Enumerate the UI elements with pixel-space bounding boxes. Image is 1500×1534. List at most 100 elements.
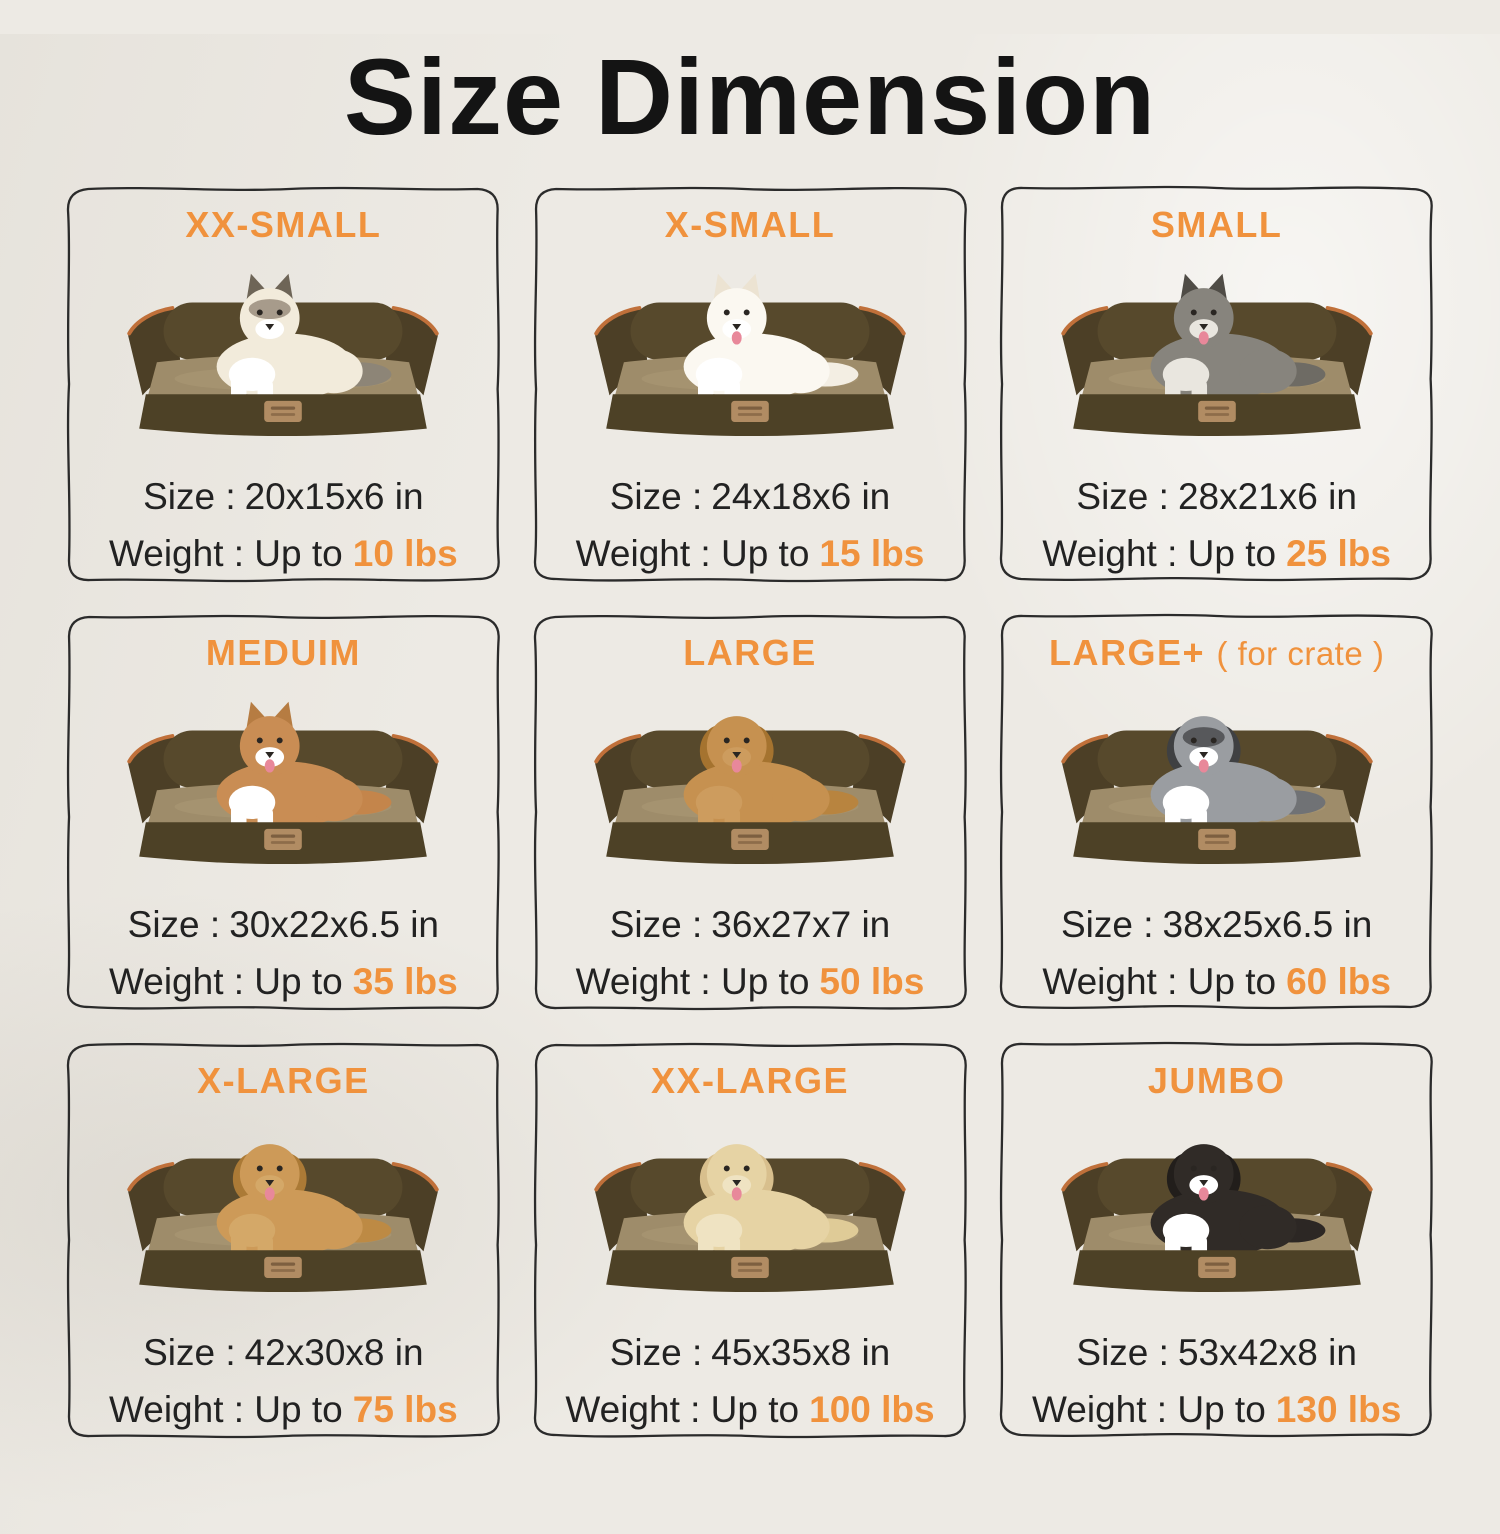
size-title: JUMBO [991,1060,1442,1102]
size-card-medium: MEDUIM Size :30x22x6.5 in Weight : Up to… [58,607,509,1017]
size-spec-value: 24x18x6 in [711,476,891,517]
size-name: X-LARGE [197,1060,370,1101]
size-spec: Size :28x21x6 in [991,476,1442,518]
weight-spec-value: 10 lbs [352,533,458,574]
size-spec: Size :42x30x8 in [58,1332,509,1374]
weight-spec: Weight : Up to 75 lbs [58,1389,509,1431]
size-spec-value: 45x35x8 in [711,1332,891,1373]
size-name: MEDUIM [205,632,361,673]
miniature-schnauzer-illustration [1059,260,1374,437]
size-spec-label: Size : [1076,476,1169,517]
size-name: LARGE [683,632,817,673]
ragdoll-cat-illustration [126,260,441,437]
size-spec: Size :30x22x6.5 in [58,904,509,946]
weight-spec-label: Weight : Up to [108,533,343,574]
bed-photo [58,680,509,896]
size-name: JUMBO [1147,1060,1286,1101]
size-title: SMALL [991,204,1442,246]
size-spec-label: Size : [127,904,221,945]
size-card-small: SMALL Size :28x21x6 in Weight : Up to 25 … [991,179,1442,589]
size-spec-label: Size : [1076,1332,1169,1373]
weight-spec-value: 50 lbs [819,961,925,1002]
size-title: XX-SMALL [58,204,509,246]
size-title: XX-LARGE [525,1060,976,1102]
size-name: X-SMALL [664,204,836,245]
size-spec: Size :38x25x6.5 in [991,904,1442,946]
size-title: MEDUIM [58,632,509,674]
size-spec-value: 42x30x8 in [244,1332,424,1373]
yellow-labrador-illustration [593,1116,907,1293]
size-spec: Size :20x15x6 in [58,476,509,518]
weight-spec-value: 75 lbs [352,1389,458,1430]
bernese-mountain-dog-illustration [1059,1116,1374,1293]
weight-spec: Weight : Up to 25 lbs [991,533,1442,575]
size-spec-label: Size : [609,904,703,945]
size-spec-label: Size : [609,476,703,517]
size-card-jumbo: JUMBO Size :53x42x8 in Weight : Up to 130… [991,1035,1442,1445]
size-title: X-SMALL [525,204,976,246]
size-spec-value: 28x21x6 in [1177,476,1357,517]
australian-shepherd-illustration [1059,688,1374,865]
weight-spec-value: 60 lbs [1286,961,1391,1002]
size-spec-label: Size : [143,476,236,517]
page-title: Size Dimension [343,36,1157,157]
size-title: X-LARGE [58,1060,509,1102]
size-spec-value: 53x42x8 in [1177,1332,1357,1373]
weight-spec-value: 100 lbs [809,1389,935,1430]
size-spec: Size :24x18x6 in [525,476,976,518]
weight-spec: Weight : Up to 130 lbs [991,1389,1442,1431]
bed-photo [525,680,976,896]
weight-spec-value: 15 lbs [819,533,925,574]
size-card-large-plus: LARGE+ ( for crate ) Size :38x25x6.5 in … [991,607,1442,1017]
size-spec-label: Size : [609,1332,703,1373]
size-spec-value: 36x27x7 in [711,904,891,945]
weight-spec-label: Weight : Up to [565,1389,800,1430]
size-spec-label: Size : [1060,904,1154,945]
size-spec: Size :45x35x8 in [525,1332,976,1374]
weight-spec-value: 35 lbs [352,961,458,1002]
weight-spec: Weight : Up to 15 lbs [525,533,976,575]
size-card-large: LARGE Size :36x27x7 in Weight : Up to 50 … [525,607,976,1017]
weight-spec-label: Weight : Up to [1042,961,1277,1002]
size-card-xx-large: XX-LARGE Size :45x35x8 in Weight : Up to… [525,1035,976,1445]
size-dimension-infographic: { "page": { "title": "Size Dimension" },… [0,34,1500,1534]
weight-spec-value: 130 lbs [1275,1389,1402,1430]
size-spec-label: Size : [143,1332,236,1373]
size-note: ( for crate ) [1216,635,1385,672]
weight-spec-value: 25 lbs [1286,533,1391,574]
size-spec-value: 20x15x6 in [244,476,424,517]
bed-photo [991,252,1442,468]
size-card-xx-small: XX-SMALL Size :20x15x6 in Weight : Up to… [58,179,509,589]
golden-retriever-illustration [593,688,907,865]
size-spec: Size :53x42x8 in [991,1332,1442,1374]
corgi-illustration [126,688,441,865]
size-title: LARGE [525,632,976,674]
weight-spec: Weight : Up to 60 lbs [991,961,1442,1003]
weight-spec: Weight : Up to 100 lbs [525,1389,976,1431]
size-name: SMALL [1150,204,1283,245]
bed-photo [58,1108,509,1324]
bed-photo [58,252,509,468]
size-card-x-small: X-SMALL Size :24x18x6 in Weight : Up to 1… [525,179,976,589]
weight-spec: Weight : Up to 35 lbs [58,961,509,1003]
bed-photo [991,1108,1442,1324]
weight-spec-label: Weight : Up to [108,961,343,1002]
size-card-grid: XX-SMALL Size :20x15x6 in Weight : Up to… [0,175,1500,1445]
size-name: XX-SMALL [185,204,382,245]
weight-spec: Weight : Up to 10 lbs [58,533,509,575]
size-spec-value: 30x22x6.5 in [229,904,440,945]
size-spec: Size :36x27x7 in [525,904,976,946]
weight-spec-label: Weight : Up to [1042,533,1277,574]
size-name: LARGE+ [1048,632,1205,673]
bed-photo [525,252,976,468]
size-title: LARGE+ ( for crate ) [991,632,1442,674]
bed-photo [525,1108,976,1324]
weight-spec: Weight : Up to 50 lbs [525,961,976,1003]
weight-spec-label: Weight : Up to [575,961,810,1002]
pomeranian-illustration [593,260,907,437]
weight-spec-label: Weight : Up to [575,533,810,574]
weight-spec-label: Weight : Up to [108,1389,343,1430]
size-card-x-large: X-LARGE Size :42x30x8 in Weight : Up to 7… [58,1035,509,1445]
size-spec-value: 38x25x6.5 in [1162,904,1373,945]
weight-spec-label: Weight : Up to [1032,1389,1266,1430]
